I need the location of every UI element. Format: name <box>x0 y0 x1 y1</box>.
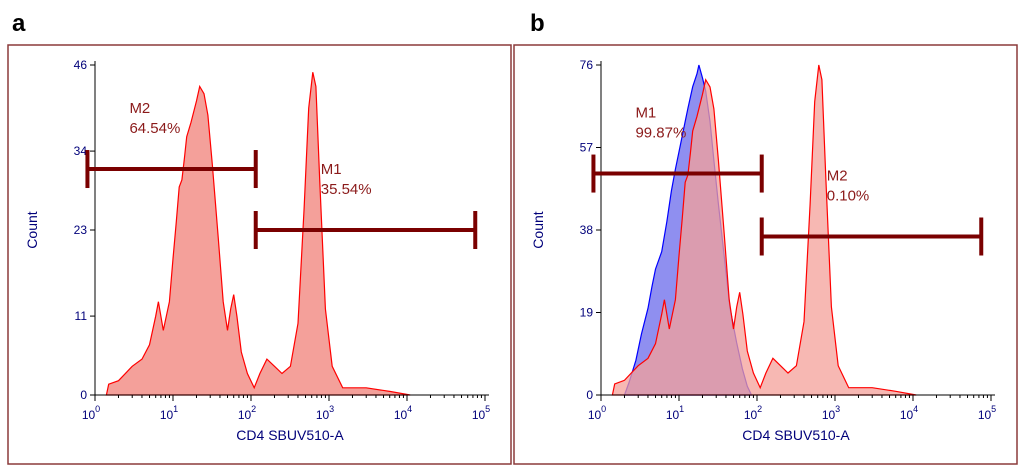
x-tick-label: 100 <box>588 404 606 422</box>
histogram-panel-a: 0 11 23 34 46 100 101 102 103 104 105 CD4 SBUV510-A… <box>7 44 512 465</box>
y-axis-label: Count <box>24 211 40 248</box>
y-axis-label: Count <box>530 211 546 248</box>
x-tick-label: 102 <box>744 404 762 422</box>
series-area-1 <box>611 64 917 396</box>
y-tick-label: 23 <box>74 223 88 237</box>
y-tick-label: 76 <box>580 58 594 72</box>
marker-percent-label: 64.54% <box>129 120 180 137</box>
panel-letter-b: b <box>530 10 545 37</box>
x-tick-label: 103 <box>822 404 840 422</box>
x-tick-label: 105 <box>978 404 996 422</box>
x-tick-label: 104 <box>900 404 918 422</box>
marker-name-label: M2 <box>827 168 848 185</box>
x-axis-label: CD4 SBUV510-A <box>742 427 850 443</box>
panel-letter-a: a <box>12 10 26 37</box>
marker-percent-label: 99.87% <box>635 125 686 142</box>
x-axis-label: CD4 SBUV510-A <box>236 427 344 443</box>
x-tick-label: 102 <box>238 404 256 422</box>
marker-name-label: M1 <box>635 105 656 122</box>
y-tick-label: 38 <box>580 223 594 237</box>
y-tick-label: 0 <box>80 388 87 402</box>
y-tick-label: 19 <box>580 306 594 320</box>
x-tick-label: 100 <box>82 404 100 422</box>
y-tick-label: 34 <box>74 144 88 158</box>
marker-percent-label: 0.10% <box>827 188 870 205</box>
x-tick-label: 103 <box>316 404 334 422</box>
y-tick-label: 46 <box>74 58 88 72</box>
x-tick-label: 101 <box>160 404 178 422</box>
series-area-0 <box>105 72 411 396</box>
marker-name-label: M1 <box>321 161 342 178</box>
y-tick-label: 11 <box>75 309 88 323</box>
y-tick-label: 57 <box>580 141 594 155</box>
marker-name-label: M2 <box>129 100 150 117</box>
x-tick-label: 105 <box>472 404 490 422</box>
y-tick-label: 0 <box>586 388 593 402</box>
histogram-panel-b: 0 19 38 57 76 100 101 102 103 104 105 CD4 SBUV510-A… <box>513 44 1018 465</box>
x-tick-label: 104 <box>394 404 412 422</box>
marker-percent-label: 35.54% <box>321 181 372 198</box>
x-tick-label: 101 <box>666 404 684 422</box>
